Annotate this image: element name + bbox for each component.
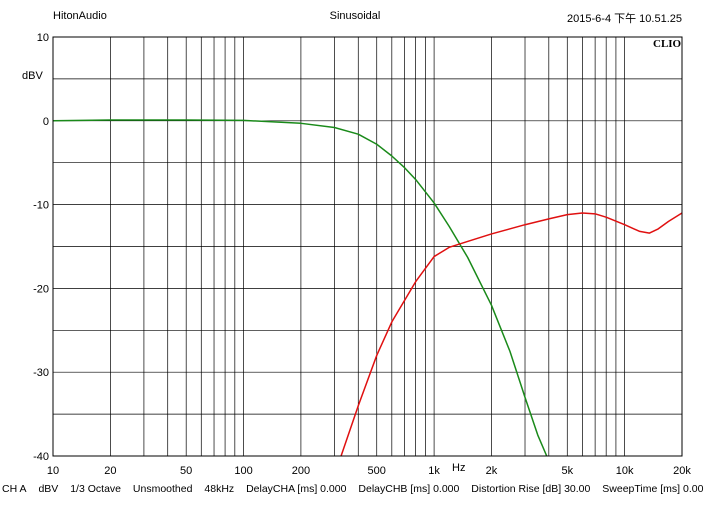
- footer-smoothing-band: 1/3 Octave: [70, 483, 121, 495]
- y-tick-label: -40: [33, 451, 49, 463]
- y-tick-label: 0: [43, 116, 49, 128]
- x-tick-label: 10: [47, 465, 59, 477]
- timestamp: 2015-6-4 下午 10.51.25: [567, 13, 682, 25]
- series-line-2: [340, 212, 683, 457]
- y-tick-labels: 10 0 -10 -20 -30 -40: [33, 32, 49, 463]
- series-group: [52, 119, 683, 457]
- x-tick-label: 1k: [428, 465, 440, 477]
- y-tick-label: -30: [33, 367, 49, 379]
- footer-rate: 48kHz: [204, 483, 235, 495]
- x-tick-label: 10k: [616, 465, 634, 477]
- x-tick-labels: 10 20 50 100 200 500 1k 2k 5k 10k 20k: [47, 465, 691, 477]
- x-tick-label: 100: [234, 465, 252, 477]
- footer-smoothing: Unsmoothed: [132, 483, 193, 495]
- footer-delay-b: DelayCHB [ms] 0.000: [358, 483, 460, 495]
- status-footer: CH A dBV 1/3 Octave Unsmoothed 48kHz Del…: [2, 483, 710, 495]
- x-tick-label: 50: [180, 465, 192, 477]
- y-tick-label: -20: [33, 283, 49, 295]
- x-tick-label: 20k: [673, 465, 691, 477]
- footer-distortion-rise: Distortion Rise [dB] 30.00: [471, 483, 591, 495]
- x-tick-label: 500: [368, 465, 386, 477]
- footer-units: dBV: [38, 483, 59, 495]
- chart-svg: 10 20 50 100 200 500 1k 2k 5k 10k 20k 100-10-20-30…: [33, 32, 691, 477]
- header-brand-text: HitonAudio: [53, 10, 107, 22]
- chart-title: Sinusoidal: [329, 10, 381, 22]
- y-tick-label: 10: [37, 32, 49, 44]
- x-tick-label: 5k: [561, 465, 573, 477]
- x-tick-label: 200: [292, 465, 310, 477]
- x-axis-label: Hz: [452, 462, 466, 474]
- clio-logo: CLIO: [653, 38, 682, 50]
- y-tick-label: -10: [33, 200, 49, 212]
- grid-lines: [52, 36, 683, 457]
- x-tick-label: 2k: [486, 465, 498, 477]
- footer-sweep-time: SweepTime [ms] 0.00: [602, 483, 704, 495]
- y-axis-label: dBV: [22, 70, 43, 82]
- x-tick-label: 20: [104, 465, 116, 477]
- footer-delay-a: DelayCHA [ms] 0.000: [246, 483, 347, 495]
- plot-frame: [52, 36, 683, 457]
- footer-channel: CH A: [2, 483, 27, 495]
- series-line-1: [52, 119, 548, 457]
